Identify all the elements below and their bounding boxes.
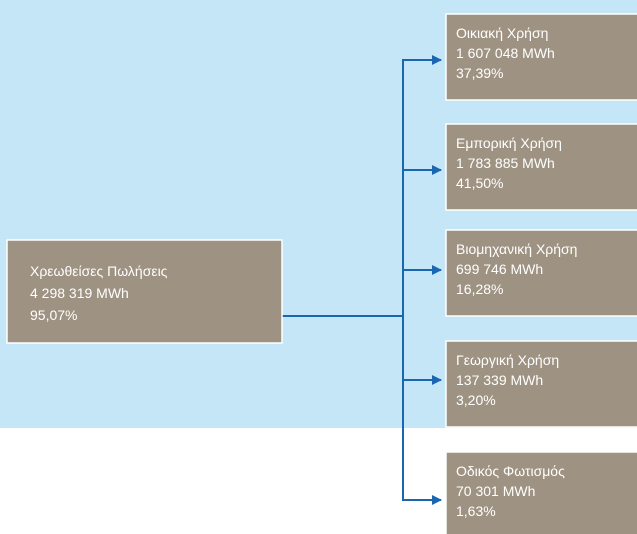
- source-box: [6, 239, 283, 344]
- target-box: [445, 340, 637, 428]
- node-label: Οδικός Φωτισμός: [456, 463, 565, 479]
- node-energy: 1 783 885 MWh: [456, 155, 555, 171]
- node-share: 3,20%: [456, 392, 496, 408]
- node-label: Οικιακή Χρήση: [456, 25, 548, 41]
- target-box: [445, 123, 637, 211]
- targets: Οικιακή Χρήση 1 607 048 MWh 37,39% Εμπορική…: [445, 13, 637, 534]
- target-box: [445, 229, 637, 317]
- node-label: Εμπορική Χρήση: [456, 135, 562, 151]
- target-box: [445, 13, 637, 101]
- node-share: 16,28%: [456, 281, 503, 297]
- node-energy: 4 298 319 MWh: [30, 285, 129, 301]
- node-share: 95,07%: [30, 307, 77, 323]
- node-share: 41,50%: [456, 175, 503, 191]
- node-share: 1,63%: [456, 503, 496, 519]
- node-energy: 70 301 MWh: [456, 483, 535, 499]
- node-label: Γεωργική Χρήση: [456, 352, 559, 368]
- node-label: Βιομηχανική Χρήση: [456, 241, 577, 257]
- target-box: [445, 451, 637, 534]
- node-energy: 1 607 048 MWh: [456, 45, 555, 61]
- node-energy: 699 746 MWh: [456, 261, 543, 277]
- node-energy: 137 339 MWh: [456, 372, 543, 388]
- node-share: 37,39%: [456, 65, 503, 81]
- node-label: Χρεωθείσες Πωλήσεις: [30, 263, 168, 279]
